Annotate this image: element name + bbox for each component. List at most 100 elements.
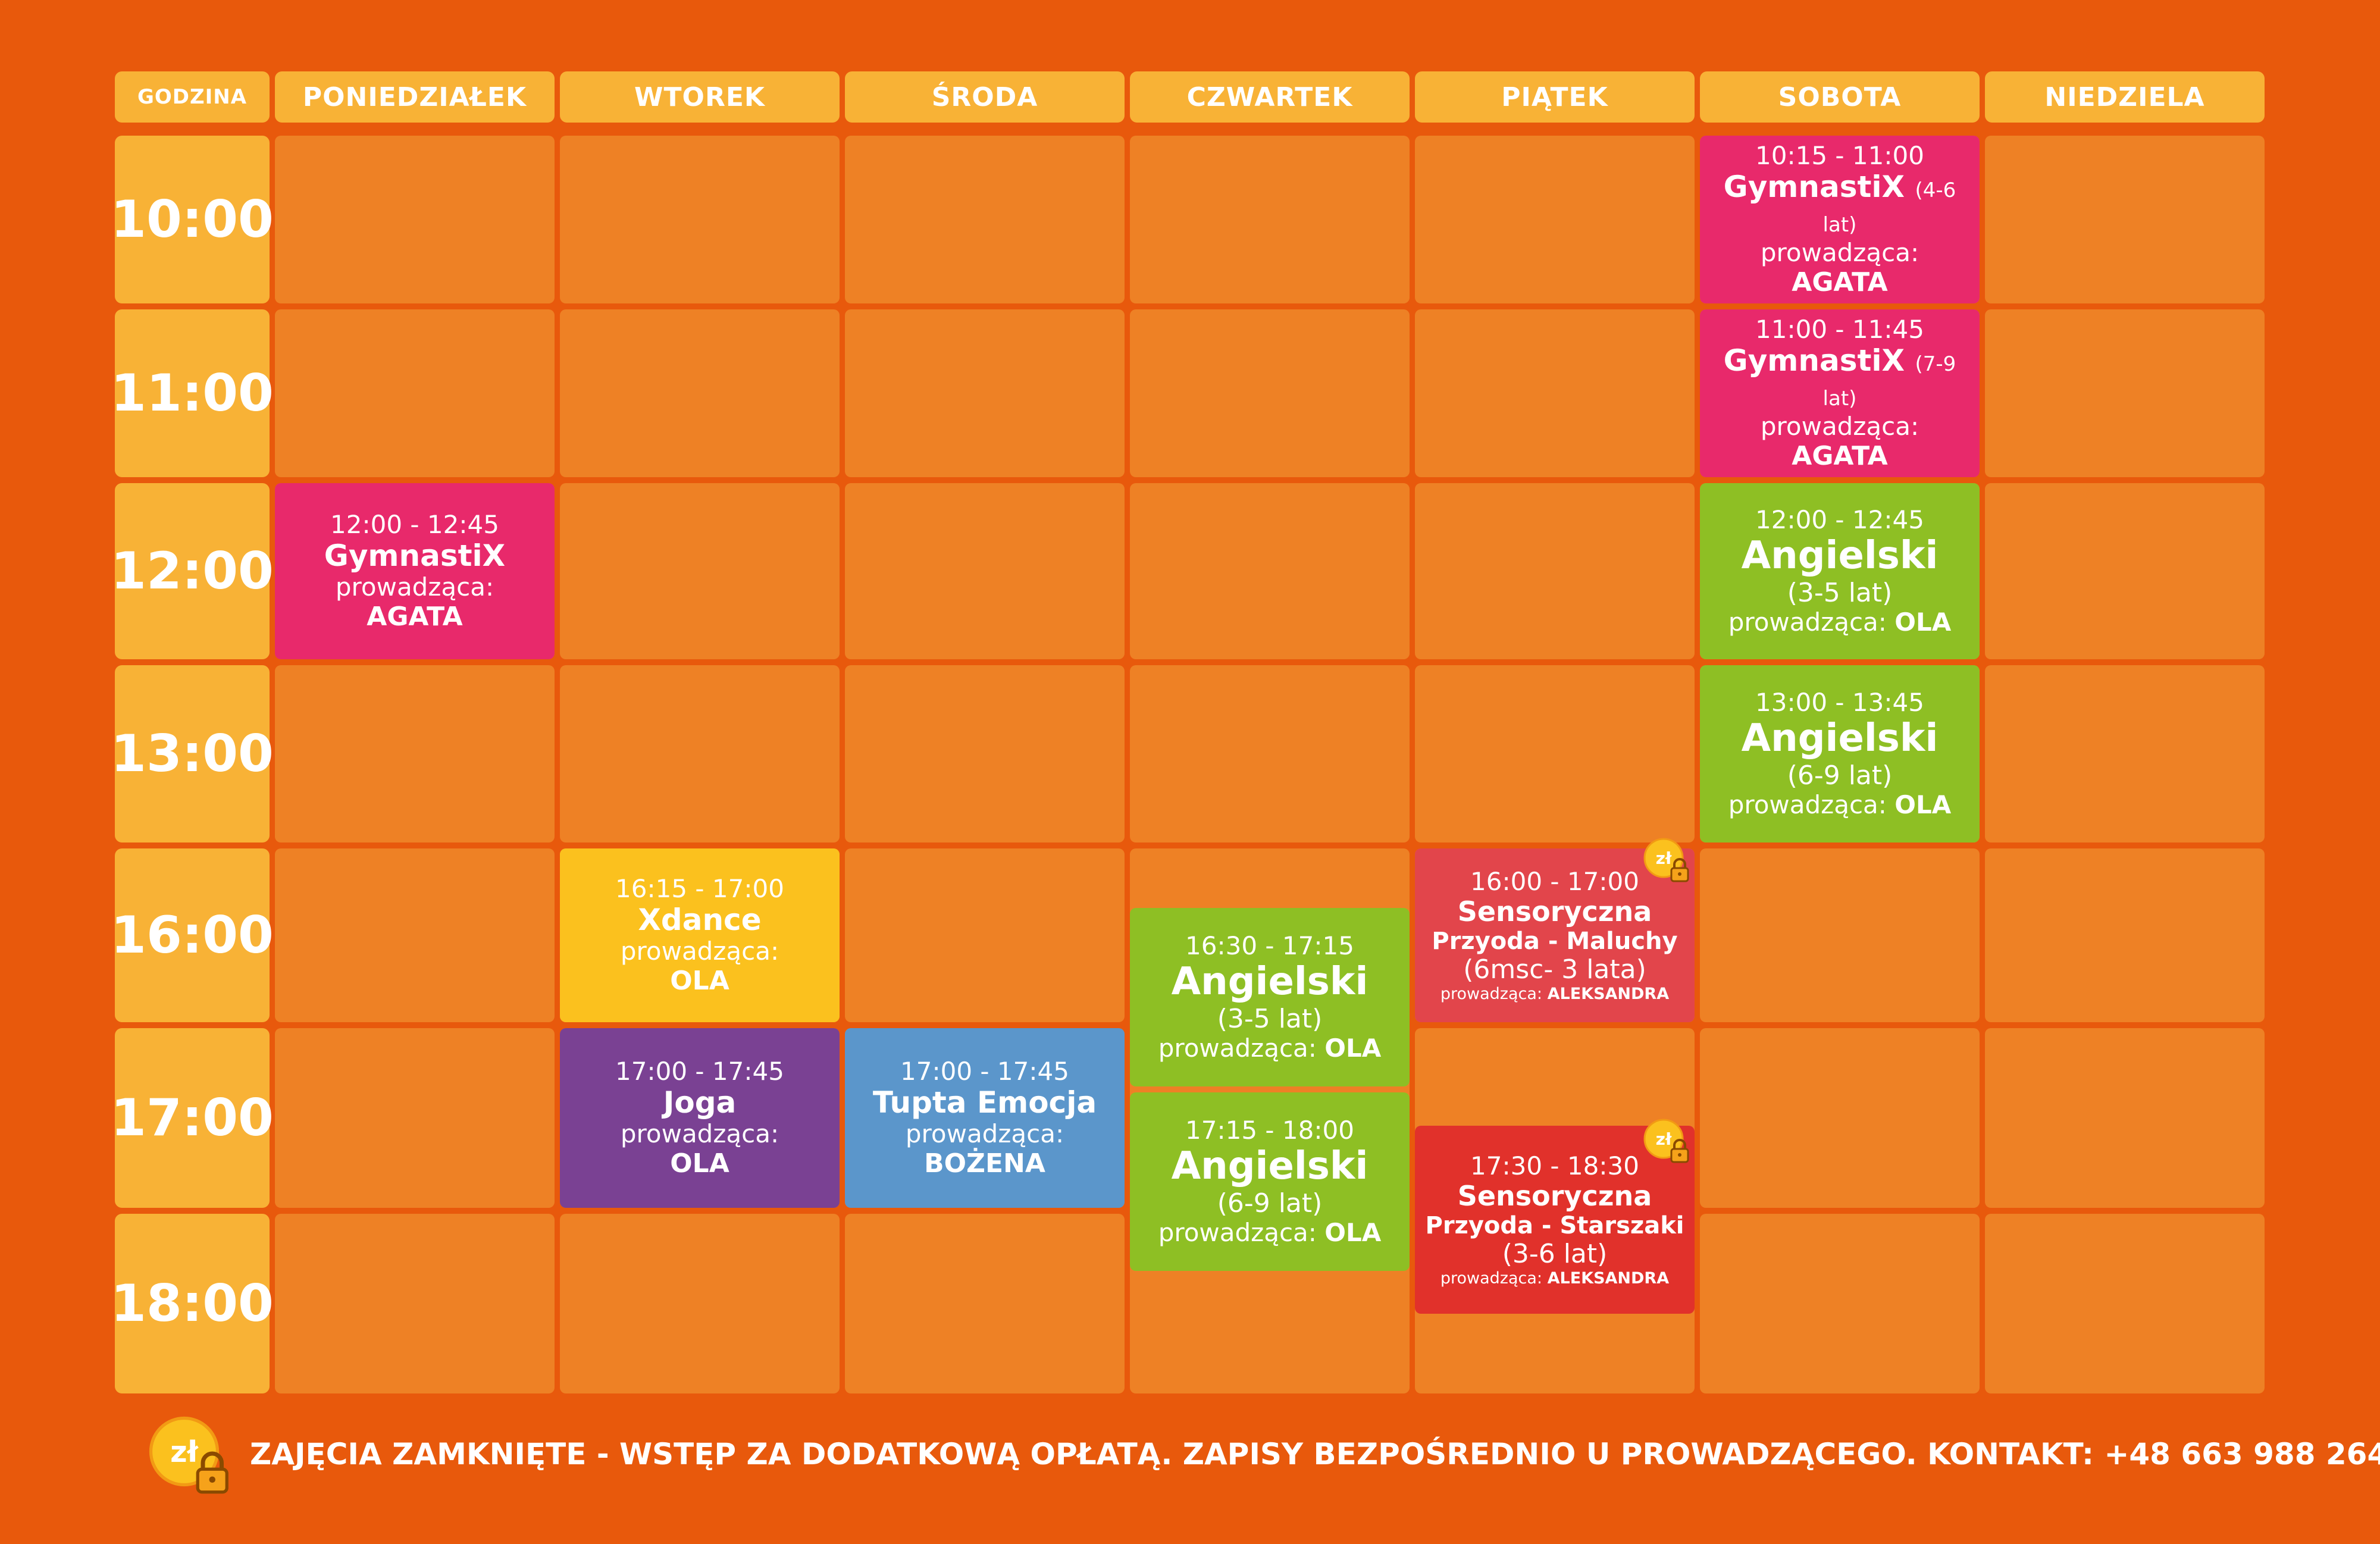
event-instructor-label: prowadząca: <box>905 1119 1064 1149</box>
schedule-cell <box>845 665 1125 843</box>
schedule-cell <box>560 665 840 843</box>
event-instructor-label: prowadząca: <box>1440 1269 1543 1288</box>
event-time: 12:00 - 12:45 <box>330 509 499 539</box>
event-fri-sensoryczna-starszaki[interactable]: 17:30 - 18:30 Sensoryczna Przyoda - Star… <box>1415 1126 1695 1314</box>
event-instructor: ALEKSANDRA <box>1547 985 1670 1004</box>
event-instructor-label: prowadząca: <box>1158 1033 1317 1063</box>
schedule-cell <box>1130 483 1410 659</box>
event-instructor: AGATA <box>1792 267 1888 297</box>
event-instructor: OLA <box>1894 607 1952 637</box>
event-tue-xdance[interactable]: 16:15 - 17:00 Xdance prowadząca: OLA <box>560 848 840 1022</box>
event-sat-gymnastix-2[interactable]: 11:00 - 11:45 GymnastiX (7-9 lat) prowad… <box>1700 309 1980 477</box>
schedule-cell <box>1985 309 2265 477</box>
schedule-cell <box>560 1214 840 1393</box>
schedule-cell <box>845 848 1125 1022</box>
schedule-cell <box>275 136 555 303</box>
schedule-cell <box>1985 483 2265 659</box>
event-age: (3-5 lat) <box>1787 577 1893 608</box>
event-age: (3-6 lat) <box>1502 1238 1608 1269</box>
hour-label: 18:00 <box>111 1214 274 1393</box>
svg-text:zł: zł <box>1656 848 1672 868</box>
event-name: Angielski <box>1741 716 1939 760</box>
event-instructor-label: prowadząca: <box>1760 412 1919 441</box>
schedule-cell <box>1985 665 2265 843</box>
schedule-cell <box>845 1214 1125 1393</box>
event-instructor-label: prowadząca: <box>1728 607 1887 637</box>
schedule-cell <box>560 483 840 659</box>
event-mon-gymnastix[interactable]: 12:00 - 12:45 GymnastiX prowadząca: AGAT… <box>275 483 555 659</box>
event-name: Xdance <box>638 902 762 937</box>
schedule-cell <box>1700 1028 1980 1208</box>
event-time: 17:30 - 18:30 <box>1470 1151 1639 1180</box>
event-age: (3-5 lat) <box>1217 1003 1323 1034</box>
event-time: 16:00 - 17:00 <box>1470 866 1639 896</box>
schedule-cell <box>560 309 840 477</box>
schedule-cell <box>275 1028 555 1208</box>
event-instructor-label: prowadząca: <box>1440 985 1543 1004</box>
schedule-cell <box>1985 1214 2265 1393</box>
schedule-cell <box>845 483 1125 659</box>
event-sat-angielski-2[interactable]: 13:00 - 13:45 Angielski (6-9 lat) prowad… <box>1700 665 1980 843</box>
event-instructor: OLA <box>1324 1033 1382 1063</box>
event-instructor: ALEKSANDRA <box>1547 1269 1670 1288</box>
event-sat-gymnastix-1[interactable]: 10:15 - 11:00 GymnastiX (4-6 lat) prowad… <box>1700 136 1980 303</box>
schedule-cell <box>1415 136 1695 303</box>
schedule-cell <box>1700 848 1980 1022</box>
event-thu-angielski-1[interactable]: 16:30 - 17:15 Angielski (3-5 lat) prowad… <box>1130 908 1410 1086</box>
header-day-thursday: CZWARTEK <box>1130 71 1410 123</box>
event-age: (6msc- 3 lata) <box>1463 954 1646 985</box>
schedule-cell <box>275 1214 555 1393</box>
hour-label: 10:00 <box>111 136 274 303</box>
event-time: 16:30 - 17:15 <box>1185 931 1354 960</box>
event-instructor-label: prowadząca: <box>1760 238 1919 268</box>
schedule-cell <box>1985 136 2265 303</box>
event-time: 10:15 - 11:00 <box>1755 140 1924 170</box>
event-age: (4-6 lat) <box>1822 178 1956 237</box>
event-name: Angielski <box>1741 533 1939 578</box>
footer-note: ZAJĘCIA ZAMKNIĘTE - WSTĘP ZA DODATKOWĄ O… <box>250 1437 2380 1471</box>
event-instructor-label: prowadząca: <box>1158 1218 1317 1248</box>
header-day-saturday: SOBOTA <box>1700 71 1980 123</box>
header-day-friday: PIĄTEK <box>1415 71 1695 123</box>
hour-label: 12:00 <box>111 483 274 659</box>
paid-lock-icon: zł <box>1643 1119 1689 1163</box>
schedule-cell <box>1415 483 1695 659</box>
event-name: GymnastiX <box>1723 343 1905 378</box>
event-instructor: OLA <box>1324 1218 1382 1248</box>
event-instructor: OLA <box>670 965 729 996</box>
event-name-line2: Przyoda - Maluchy <box>1432 927 1678 955</box>
hour-label: 17:00 <box>111 1028 274 1208</box>
event-name: GymnastiX <box>324 538 506 573</box>
event-instructor: AGATA <box>1792 440 1888 471</box>
event-instructor: OLA <box>1894 790 1952 820</box>
schedule-cell <box>1130 136 1410 303</box>
schedule-cell <box>560 136 840 303</box>
event-name-line2: Przyoda - Starszaki <box>1425 1211 1684 1239</box>
header-day-monday: PONIEDZIAŁEK <box>275 71 555 123</box>
event-instructor: BOŻENA <box>924 1148 1045 1179</box>
header-day-wednesday: ŚRODA <box>845 71 1125 123</box>
event-thu-angielski-2[interactable]: 17:15 - 18:00 Angielski (6-9 lat) prowad… <box>1130 1092 1410 1271</box>
schedule-cell <box>1415 665 1695 843</box>
event-name: Angielski <box>1171 1144 1368 1188</box>
event-wed-tupta-emocja[interactable]: 17:00 - 17:45 Tupta Emocja prowadząca: B… <box>845 1028 1125 1208</box>
schedule-cell <box>1130 665 1410 843</box>
event-age: (7-9 lat) <box>1822 352 1956 411</box>
event-age: (6-9 lat) <box>1217 1188 1323 1219</box>
event-name: Sensoryczna <box>1457 895 1652 928</box>
event-instructor-label: prowadząca: <box>620 1119 779 1149</box>
header-hour: GODZINA <box>115 71 270 123</box>
svg-text:zł: zł <box>1656 1129 1672 1149</box>
event-name: Angielski <box>1171 959 1368 1004</box>
event-name: Tupta Emocja <box>872 1085 1097 1120</box>
event-tue-joga[interactable]: 17:00 - 17:45 Joga prowadząca: OLA <box>560 1028 840 1208</box>
schedule-cell <box>275 665 555 843</box>
event-time: 12:00 - 12:45 <box>1755 505 1924 534</box>
event-sat-angielski-1[interactable]: 12:00 - 12:45 Angielski (3-5 lat) prowad… <box>1700 483 1980 659</box>
event-time: 17:15 - 18:00 <box>1185 1115 1354 1145</box>
schedule-cell <box>275 309 555 477</box>
hour-label: 13:00 <box>111 665 274 843</box>
hour-label: 16:00 <box>111 848 274 1022</box>
event-time: 17:00 - 17:45 <box>615 1056 784 1086</box>
event-fri-sensoryczna-maluchy[interactable]: 16:00 - 17:00 Sensoryczna Przyoda - Malu… <box>1415 848 1695 1022</box>
